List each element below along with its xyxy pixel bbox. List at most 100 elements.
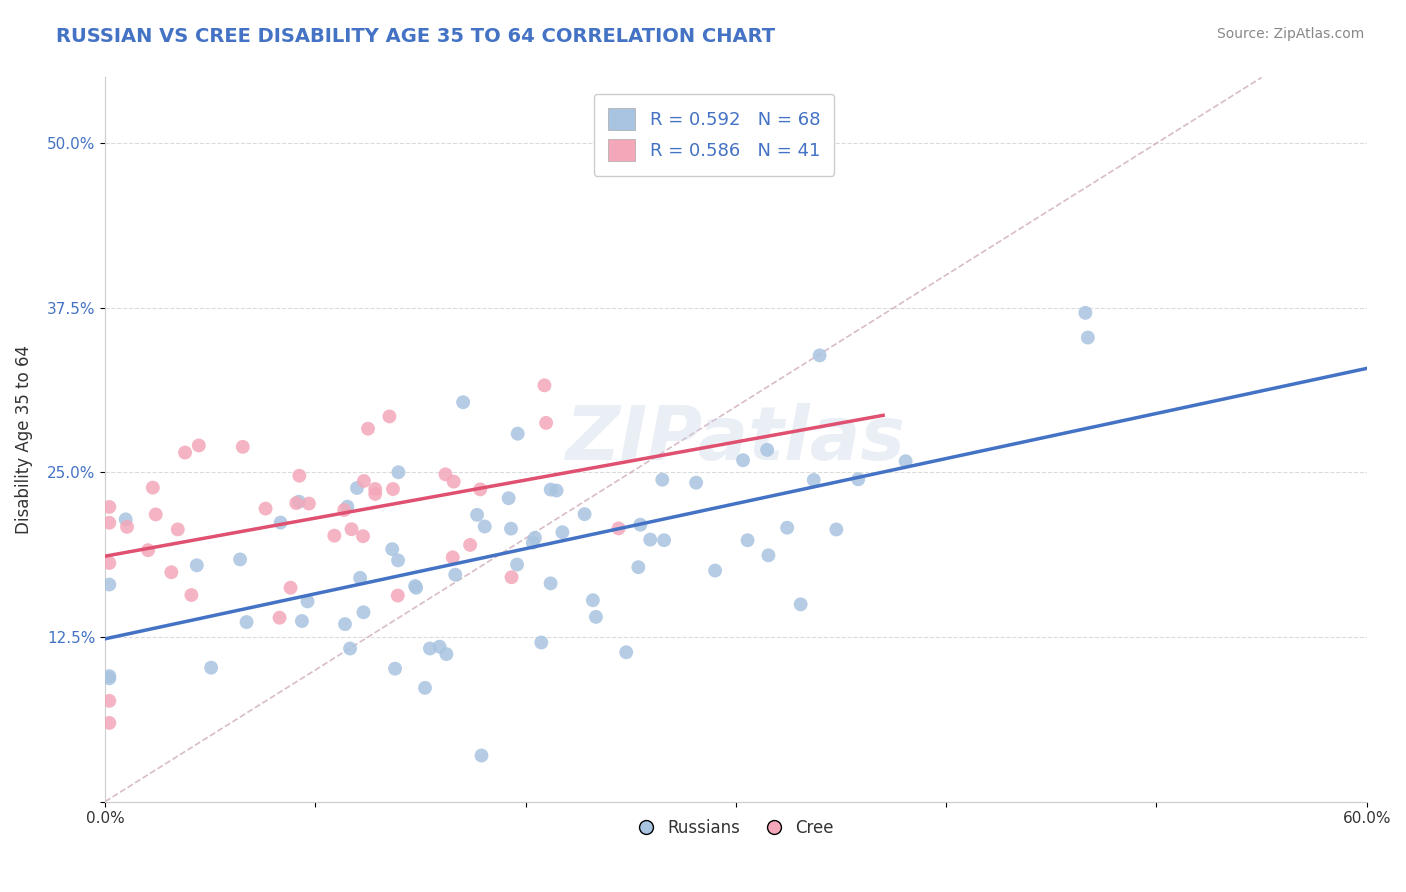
Point xyxy=(685,475,707,490)
Point xyxy=(534,416,557,430)
Point xyxy=(288,494,311,508)
Point xyxy=(638,533,661,547)
Point xyxy=(269,610,291,624)
Point xyxy=(522,535,544,549)
Point xyxy=(523,531,546,545)
Point xyxy=(405,581,427,595)
Point xyxy=(270,516,292,530)
Point xyxy=(825,523,848,537)
Point xyxy=(298,497,321,511)
Point xyxy=(413,681,436,695)
Text: Source: ZipAtlas.com: Source: ZipAtlas.com xyxy=(1216,27,1364,41)
Point xyxy=(756,442,779,457)
Point xyxy=(474,519,496,533)
Point xyxy=(443,475,465,489)
Point xyxy=(98,516,121,530)
Point xyxy=(200,661,222,675)
Point xyxy=(627,560,650,574)
Point xyxy=(288,468,311,483)
Point xyxy=(758,549,780,563)
Point xyxy=(352,529,374,543)
Point xyxy=(808,348,831,362)
Point xyxy=(180,588,202,602)
Point xyxy=(585,610,607,624)
Point xyxy=(470,483,492,497)
Point xyxy=(465,508,488,522)
Point xyxy=(280,581,302,595)
Point xyxy=(506,426,529,441)
Point xyxy=(628,517,651,532)
Point xyxy=(229,552,252,566)
Point xyxy=(731,453,754,467)
Point xyxy=(346,481,368,495)
Point xyxy=(232,440,254,454)
Point xyxy=(381,542,404,557)
Point xyxy=(333,617,356,632)
Point xyxy=(364,482,387,496)
Point xyxy=(614,645,637,659)
Point xyxy=(254,501,277,516)
Point xyxy=(803,473,825,487)
Point xyxy=(187,438,209,452)
Point xyxy=(776,521,799,535)
Point xyxy=(404,579,426,593)
Y-axis label: Disability Age 35 to 64: Disability Age 35 to 64 xyxy=(15,345,32,534)
Point xyxy=(98,671,121,685)
Point xyxy=(1074,306,1097,320)
Point xyxy=(145,508,167,522)
Point xyxy=(235,615,257,629)
Text: ZIPatlas: ZIPatlas xyxy=(567,403,905,476)
Point xyxy=(582,593,605,607)
Point xyxy=(434,647,457,661)
Point xyxy=(546,483,568,498)
Point xyxy=(136,543,159,558)
Point xyxy=(142,481,165,495)
Point xyxy=(419,641,441,656)
Point xyxy=(98,577,121,591)
Point xyxy=(384,662,406,676)
Point xyxy=(574,507,596,521)
Point xyxy=(115,520,138,534)
Point xyxy=(333,503,356,517)
Point xyxy=(364,487,387,501)
Point xyxy=(1077,330,1099,344)
Point xyxy=(186,558,208,573)
Point xyxy=(651,473,673,487)
Point xyxy=(652,533,675,548)
Point xyxy=(98,500,121,514)
Point xyxy=(323,529,346,543)
Point xyxy=(387,465,409,479)
Point xyxy=(349,571,371,585)
Point xyxy=(444,567,467,582)
Point xyxy=(174,445,197,459)
Point xyxy=(285,496,308,510)
Point xyxy=(737,533,759,548)
Point xyxy=(458,538,481,552)
Point xyxy=(551,525,574,540)
Point xyxy=(894,454,917,468)
Legend: Russians, Cree: Russians, Cree xyxy=(631,813,841,844)
Point xyxy=(353,474,375,488)
Point xyxy=(357,422,380,436)
Point xyxy=(530,635,553,649)
Point xyxy=(434,467,457,482)
Point xyxy=(540,576,562,591)
Point xyxy=(387,589,409,603)
Point xyxy=(846,472,869,486)
Point xyxy=(98,669,121,683)
Point xyxy=(470,748,492,763)
Point xyxy=(501,570,523,584)
Point xyxy=(98,694,121,708)
Point xyxy=(340,522,363,536)
Point xyxy=(441,550,464,565)
Point xyxy=(451,395,474,409)
Point xyxy=(499,522,522,536)
Text: RUSSIAN VS CREE DISABILITY AGE 35 TO 64 CORRELATION CHART: RUSSIAN VS CREE DISABILITY AGE 35 TO 64 … xyxy=(56,27,775,45)
Point xyxy=(166,523,188,537)
Point xyxy=(387,553,409,567)
Point xyxy=(704,564,727,578)
Point xyxy=(114,512,136,526)
Point xyxy=(607,521,630,535)
Point xyxy=(381,482,404,496)
Point xyxy=(339,641,361,656)
